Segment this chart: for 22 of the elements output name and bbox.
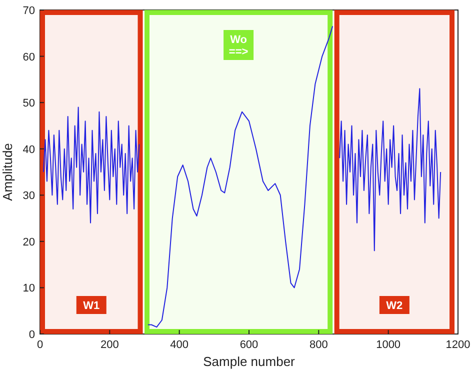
y-tick-label: 70	[22, 5, 35, 17]
x-tick-label: 600	[240, 339, 258, 351]
x-tick-label: 800	[309, 339, 328, 351]
y-tick-label: 0	[28, 329, 35, 341]
x-axis-title: Sample number	[203, 354, 296, 369]
line-series	[42, 106, 140, 224]
y-tick-label: 30	[22, 190, 35, 202]
x-tick-label: 1200	[446, 339, 470, 351]
line-series	[339, 88, 442, 252]
x-tick-label: 400	[170, 339, 189, 351]
y-tick-label: 50	[22, 98, 35, 110]
y-tick-label: 40	[22, 144, 35, 156]
x-tick-label: 0	[36, 339, 44, 351]
y-tick-label: 60	[22, 51, 35, 64]
y-tick-label: 20	[22, 236, 35, 248]
y-tick-label: 10	[22, 282, 35, 295]
x-tick-label: 1000	[376, 339, 401, 351]
band-label: W1	[83, 300, 100, 312]
x-tick-label: 200	[100, 339, 119, 351]
band-label: Wo ==>	[228, 34, 248, 58]
band-label: W2	[386, 300, 403, 312]
y-axis-title: Amplitude	[0, 143, 15, 201]
